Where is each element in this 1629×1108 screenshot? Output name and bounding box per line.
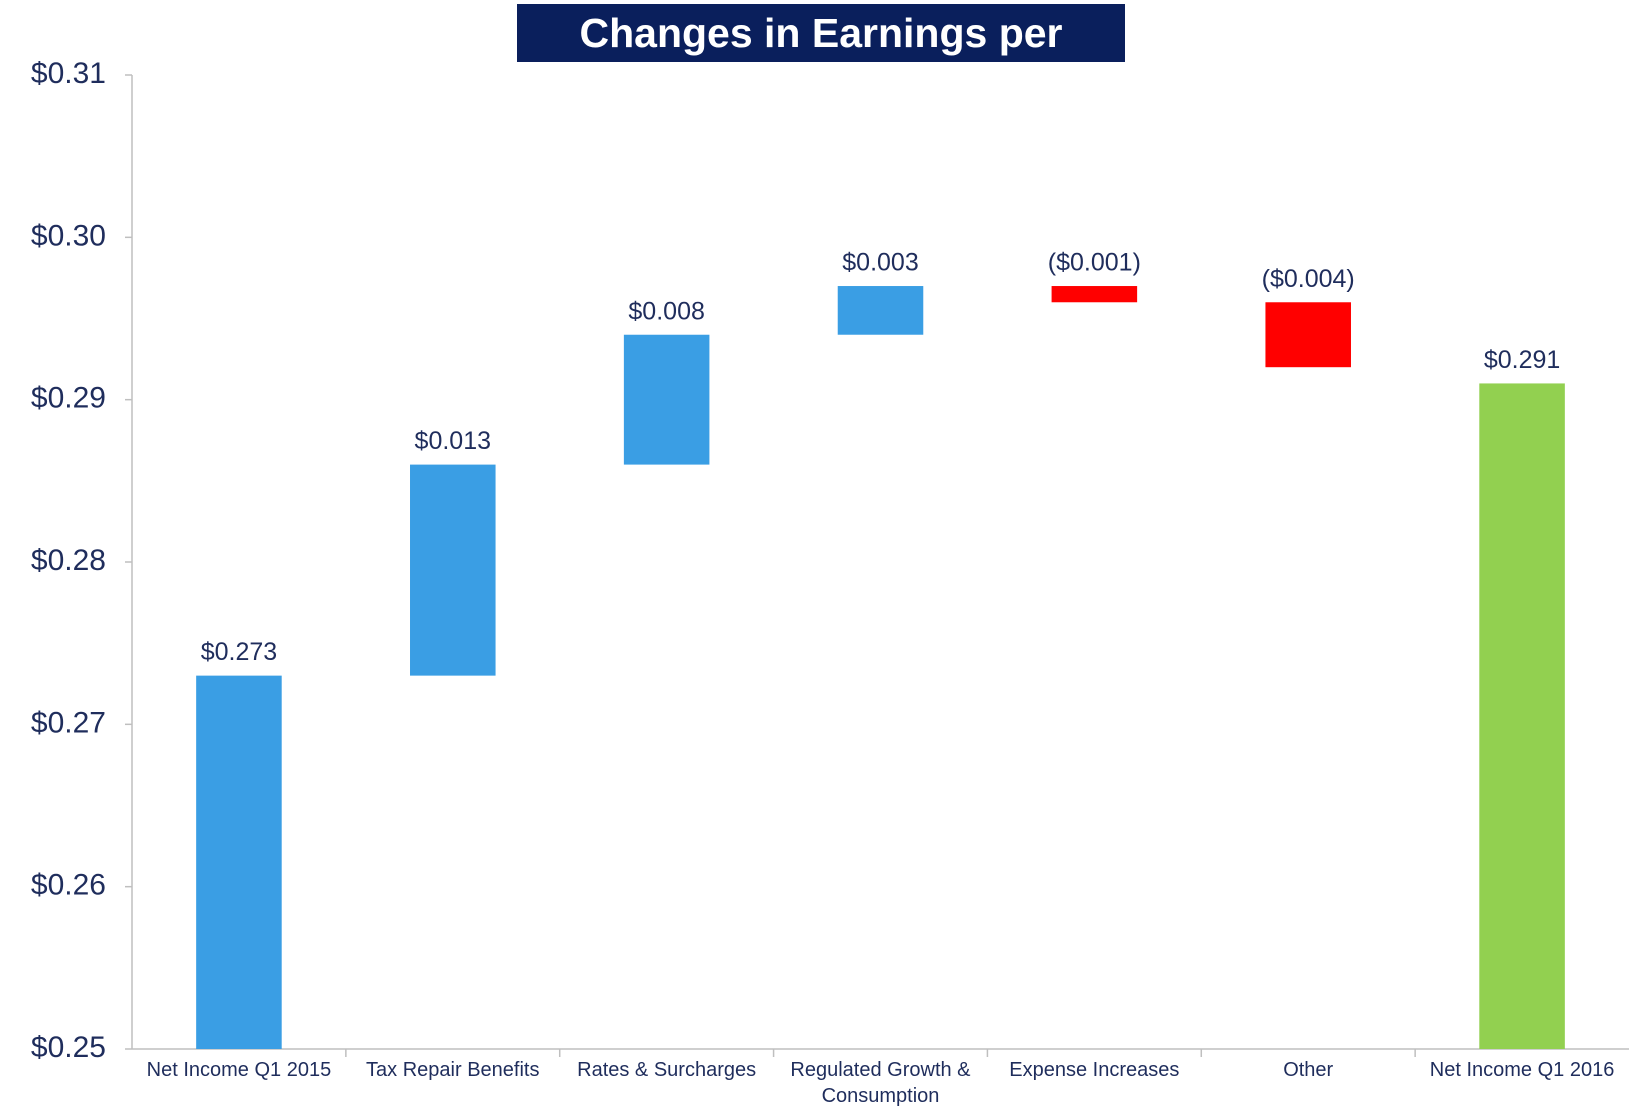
data-label: $0.003 bbox=[842, 249, 918, 277]
chart-title: Changes in Earnings per Share bbox=[517, 4, 1125, 114]
y-tick-label: $0.28 bbox=[31, 544, 106, 577]
data-label: $0.291 bbox=[1484, 346, 1560, 374]
x-tick-label: Other bbox=[1283, 1059, 1334, 1081]
y-tick-label: $0.26 bbox=[31, 869, 106, 902]
y-tick-label: $0.30 bbox=[31, 219, 106, 252]
x-tick-label: Rates & Surcharges bbox=[577, 1059, 757, 1081]
bar bbox=[837, 286, 924, 335]
bar bbox=[410, 464, 496, 676]
bar bbox=[1051, 286, 1138, 303]
bar bbox=[196, 675, 282, 1049]
y-tick-label: $0.29 bbox=[31, 382, 106, 415]
x-tick-label: Net Income Q1 2015 bbox=[146, 1059, 332, 1081]
y-tick-label: $0.27 bbox=[31, 706, 106, 739]
x-tick-label: Expense Increases bbox=[1009, 1059, 1180, 1081]
x-tick-label: Tax Repair Benefits bbox=[366, 1059, 540, 1081]
data-label: $0.008 bbox=[628, 297, 704, 325]
bar bbox=[1265, 302, 1351, 368]
bar bbox=[1479, 383, 1565, 1049]
data-label: $0.013 bbox=[415, 427, 491, 455]
y-tick-label: $0.25 bbox=[31, 1031, 106, 1064]
bar bbox=[623, 334, 710, 465]
x-tick-label: Regulated Growth & Consumption bbox=[790, 1059, 971, 1107]
data-label: ($0.004) bbox=[1262, 265, 1355, 293]
data-label: $0.273 bbox=[201, 638, 277, 666]
x-tick-label: Net Income Q1 2016 bbox=[1429, 1059, 1615, 1081]
y-tick-label: $0.31 bbox=[31, 57, 106, 90]
data-label: ($0.001) bbox=[1048, 249, 1141, 277]
